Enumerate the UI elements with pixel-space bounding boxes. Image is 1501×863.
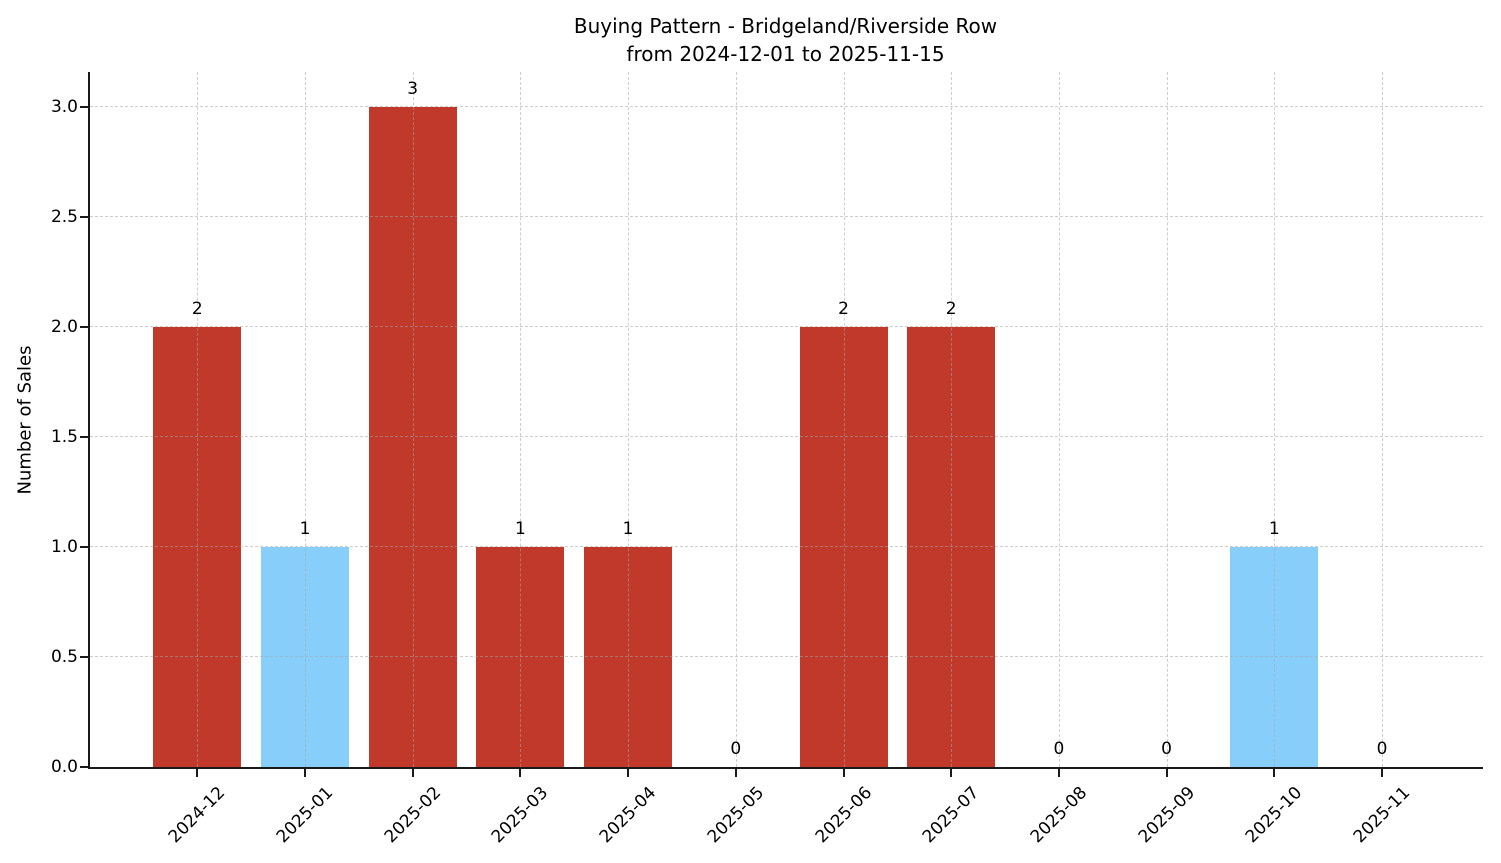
x-tick-mark xyxy=(627,769,630,777)
y-tick-mark xyxy=(80,216,88,218)
x-tick-label: 2025-01 xyxy=(272,782,338,848)
gridline-vertical xyxy=(520,72,522,767)
x-tick-label: 2025-03 xyxy=(488,782,553,848)
gridline-vertical xyxy=(843,72,845,767)
gridline-horizontal xyxy=(90,106,1483,107)
gridline-vertical xyxy=(735,72,737,767)
y-axis-label: Number of Sales xyxy=(14,345,36,495)
x-tick-label: 2025-06 xyxy=(811,782,876,848)
x-tick-mark xyxy=(519,769,522,777)
x-tick-label: 2025-05 xyxy=(703,782,768,848)
x-tick-mark xyxy=(734,769,737,777)
bar-value-label: 2 xyxy=(191,299,203,319)
x-tick-mark xyxy=(1165,769,1168,777)
x-tick-label: 2025-10 xyxy=(1242,782,1307,848)
x-tick-mark xyxy=(196,769,199,777)
bar-value-label: 0 xyxy=(1376,739,1388,759)
chart-title: Buying Pattern - Bridgeland/Riverside Ro… xyxy=(573,14,998,38)
y-tick-label: 1.0 xyxy=(50,537,78,557)
y-tick-mark xyxy=(80,436,88,438)
gridline-vertical xyxy=(1274,72,1276,767)
x-tick-mark xyxy=(1057,769,1060,777)
bar-value-label: 3 xyxy=(407,79,419,99)
x-tick-mark xyxy=(304,769,306,777)
gridline-horizontal xyxy=(90,326,1483,327)
gridline-vertical xyxy=(305,72,306,767)
x-tick-mark xyxy=(1381,769,1383,777)
y-tick-label: 3.0 xyxy=(50,97,78,117)
chart-subtitle: from 2024-12-01 to 2025-11-15 xyxy=(626,42,945,66)
gridline-horizontal xyxy=(90,656,1483,657)
bar-value-label: 2 xyxy=(945,299,957,319)
gridline-vertical xyxy=(1058,72,1060,767)
x-tick-label: 2025-11 xyxy=(1349,782,1415,848)
bar-value-label: 1 xyxy=(299,519,311,539)
bar-value-label: 0 xyxy=(1053,739,1065,759)
y-tick-mark xyxy=(80,106,88,108)
bar-value-label: 0 xyxy=(1161,739,1173,759)
y-tick-mark xyxy=(80,766,88,768)
y-tick-label: 1.5 xyxy=(50,427,78,447)
bar-value-label: 0 xyxy=(730,739,742,759)
gridline-horizontal xyxy=(90,216,1483,217)
gridline-vertical xyxy=(412,72,414,767)
gridline-vertical xyxy=(1166,72,1168,767)
gridline-vertical xyxy=(951,72,953,767)
x-tick-label: 2025-08 xyxy=(1026,782,1092,848)
x-tick-mark xyxy=(842,769,845,777)
x-tick-label: 2024-12 xyxy=(165,782,230,848)
gridline-vertical xyxy=(628,72,630,767)
plot-area xyxy=(88,72,1483,769)
bar-value-label: 1 xyxy=(514,519,526,539)
gridline-horizontal xyxy=(90,546,1483,547)
x-tick-mark xyxy=(411,769,414,777)
y-tick-label: 2.5 xyxy=(50,207,78,227)
gridline-vertical xyxy=(197,72,199,767)
y-tick-label: 2.0 xyxy=(50,317,78,337)
bar-value-label: 1 xyxy=(622,519,634,539)
gridline-horizontal xyxy=(90,436,1483,437)
y-tick-mark xyxy=(80,326,88,328)
bar-value-label: 1 xyxy=(1268,519,1280,539)
x-tick-label: 2025-07 xyxy=(919,782,984,848)
y-tick-label: 0.5 xyxy=(50,647,78,667)
x-tick-label: 2025-09 xyxy=(1134,782,1199,848)
x-tick-mark xyxy=(1273,769,1276,777)
x-tick-label: 2025-02 xyxy=(380,782,445,848)
y-tick-label: 0.0 xyxy=(50,757,78,777)
bar-value-label: 2 xyxy=(838,299,849,319)
y-tick-mark xyxy=(80,546,88,548)
y-tick-mark xyxy=(80,656,88,658)
chart-title-block: Buying Pattern - Bridgeland/Riverside Ro… xyxy=(88,12,1483,68)
x-tick-mark xyxy=(950,769,953,777)
x-tick-label: 2025-04 xyxy=(595,782,661,848)
gridline-vertical xyxy=(1382,72,1383,767)
